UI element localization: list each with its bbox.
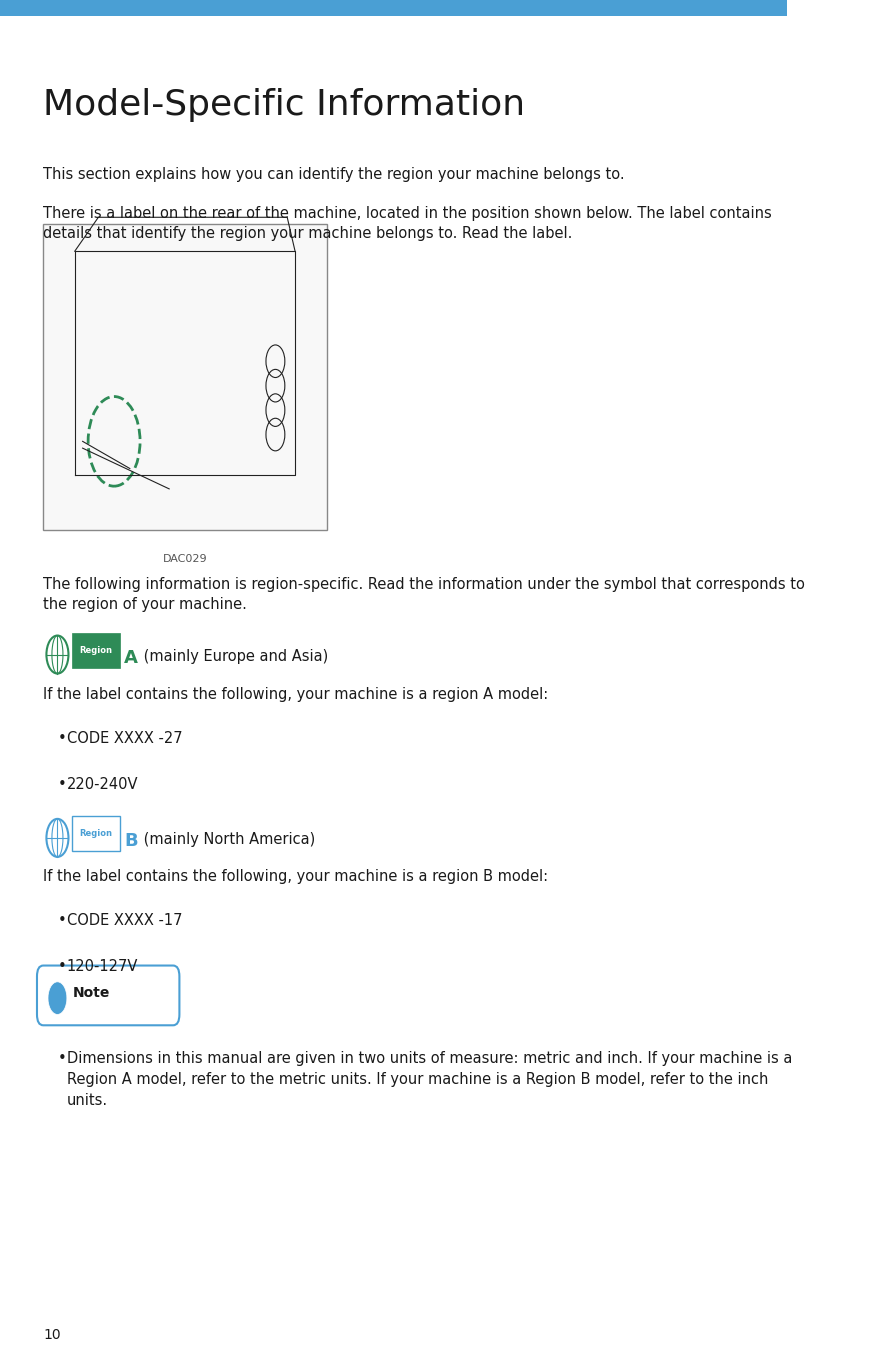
Text: CODE XXXX -17: CODE XXXX -17 <box>67 913 182 928</box>
Text: (mainly Europe and Asia): (mainly Europe and Asia) <box>139 649 328 664</box>
Text: Model-Specific Information: Model-Specific Information <box>43 88 526 122</box>
Text: DAC029: DAC029 <box>163 554 207 564</box>
Circle shape <box>48 982 67 1014</box>
Text: •: • <box>57 777 66 792</box>
Text: 120-127V: 120-127V <box>67 959 139 974</box>
FancyBboxPatch shape <box>43 224 326 530</box>
Text: (mainly North America): (mainly North America) <box>139 832 316 847</box>
Text: If the label contains the following, your machine is a region A model:: If the label contains the following, you… <box>43 687 549 702</box>
Text: •: • <box>57 959 66 974</box>
FancyBboxPatch shape <box>37 966 180 1025</box>
Text: If the label contains the following, your machine is a region B model:: If the label contains the following, you… <box>43 869 548 884</box>
Text: Dimensions in this manual are given in two units of measure: metric and inch. If: Dimensions in this manual are given in t… <box>67 1051 792 1108</box>
Text: Note: Note <box>73 986 111 999</box>
Text: The following information is region-specific. Read the information under the sym: The following information is region-spec… <box>43 577 805 612</box>
Text: B: B <box>124 832 138 850</box>
FancyBboxPatch shape <box>0 0 787 16</box>
Text: •: • <box>57 913 66 928</box>
FancyBboxPatch shape <box>72 633 121 668</box>
Text: CODE XXXX -27: CODE XXXX -27 <box>67 731 182 746</box>
Text: This section explains how you can identify the region your machine belongs to.: This section explains how you can identi… <box>43 167 625 182</box>
Text: There is a label on the rear of the machine, located in the position shown below: There is a label on the rear of the mach… <box>43 206 772 242</box>
Text: •: • <box>57 731 66 746</box>
Text: 10: 10 <box>43 1328 61 1342</box>
FancyBboxPatch shape <box>72 816 121 851</box>
Text: Region: Region <box>80 646 113 655</box>
Text: Region: Region <box>80 830 113 838</box>
Text: A: A <box>124 649 139 667</box>
Text: 220-240V: 220-240V <box>67 777 139 792</box>
Text: •: • <box>57 1051 66 1066</box>
